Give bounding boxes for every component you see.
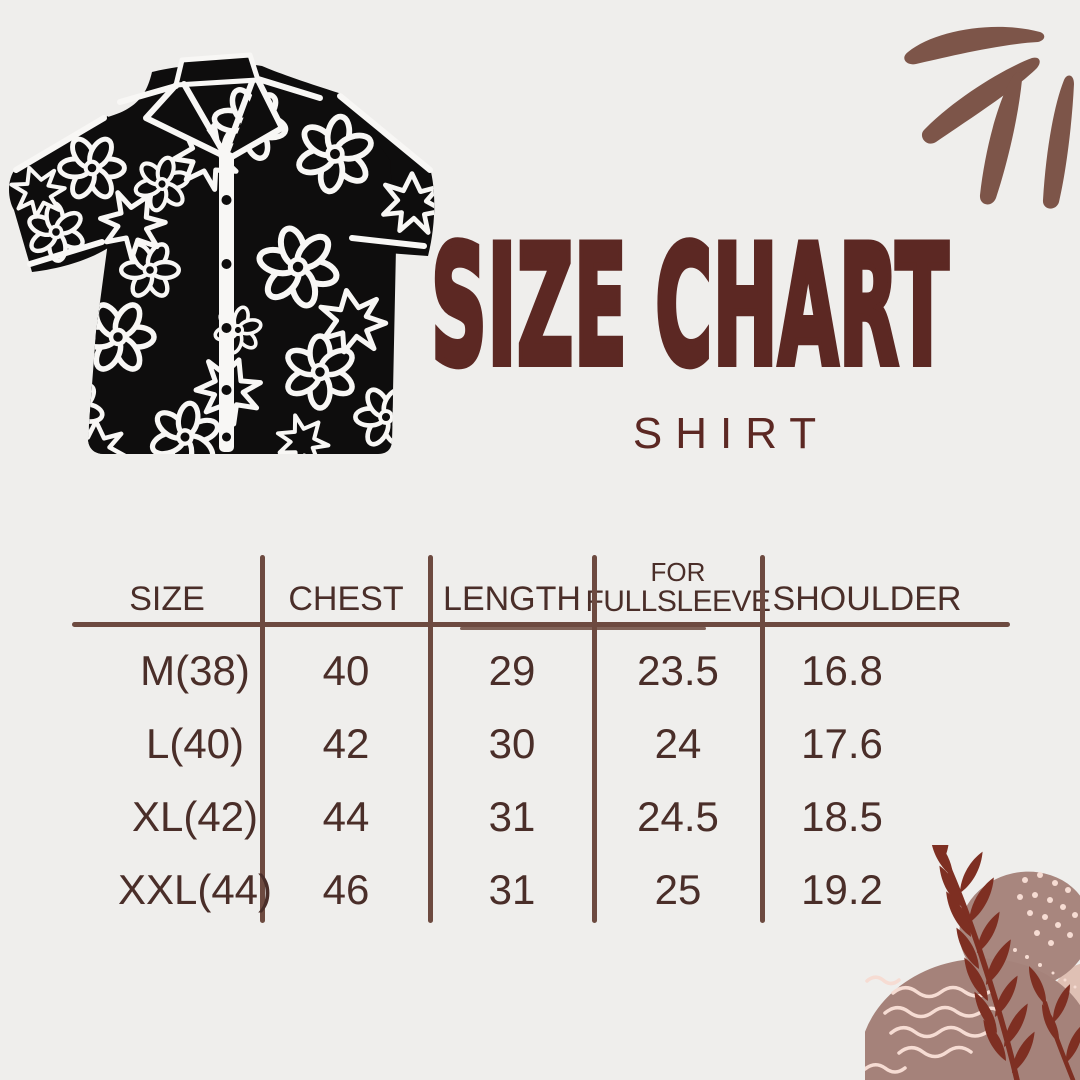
hawaiian-shirt-illustration: [9, 52, 435, 462]
table-header-row: SIZE CHEST LENGTH FOR FULLSLEEVE SHOULDE…: [72, 548, 1012, 620]
table-cell: XL(42): [131, 792, 259, 840]
table-cell: 16.8: [801, 646, 883, 694]
table-cell: 29: [488, 646, 536, 694]
column-header-fullsleeve: FOR FULLSLEEVE: [585, 556, 771, 618]
table-divider-vertical: [760, 555, 765, 923]
size-table: SIZE CHEST LENGTH FOR FULLSLEEVE SHOULDE…: [72, 548, 1012, 940]
table-cell: 19.2: [801, 865, 883, 913]
table-body: M(38) 40 29 23.5 16.8 L(40) 42 30 24 17.…: [72, 634, 1012, 926]
table-cell: 46: [322, 865, 370, 913]
table-cell: XXL(44): [117, 865, 273, 913]
column-header-size: SIZE: [129, 580, 205, 619]
table-cell: M(38): [140, 646, 250, 694]
page-title-text: SIZE CHART: [429, 211, 950, 402]
table-divider-vertical: [592, 555, 597, 923]
column-header-chest: CHEST: [288, 580, 404, 619]
table-cell: 42: [322, 719, 370, 767]
table-divider-vertical: [260, 555, 265, 923]
page-subtitle: SHIRT: [430, 404, 950, 464]
table-cell: 24: [654, 719, 702, 767]
column-header-length: LENGTH: [443, 580, 581, 619]
floral-corner-decoration: [865, 845, 1080, 1080]
table-cell: 31: [488, 865, 536, 913]
table-divider-horizontal: [72, 622, 1010, 627]
table-cell: 40: [322, 646, 370, 694]
table-cell: 31: [488, 792, 536, 840]
table-cell: 17.6: [801, 719, 883, 767]
table-cell: 25: [654, 865, 702, 913]
table-cell: 18.5: [801, 792, 883, 840]
table-cell: 24.5: [637, 792, 719, 840]
table-divider-horizontal: [460, 627, 706, 630]
table-divider-vertical: [428, 555, 433, 923]
brush-rays-decoration: [904, 26, 1074, 209]
column-header-shoulder: SHOULDER: [772, 580, 962, 619]
table-cell: 30: [488, 719, 536, 767]
table-cell: 44: [322, 792, 370, 840]
table-cell: L(40): [145, 719, 245, 767]
table-cell: 23.5: [637, 646, 719, 694]
page-title: SIZE CHART: [429, 221, 950, 393]
page-subtitle-text: SHIRT: [632, 409, 830, 458]
